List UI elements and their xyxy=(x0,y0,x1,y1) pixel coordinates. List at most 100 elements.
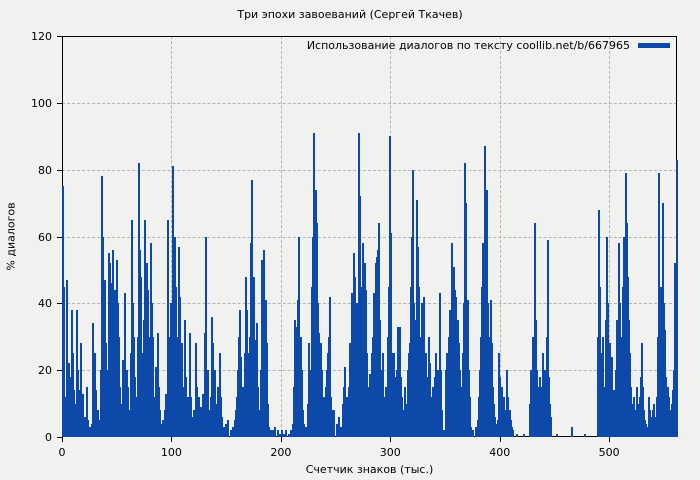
data-bar xyxy=(154,410,157,437)
data-bar xyxy=(226,430,229,437)
x-tick-mark xyxy=(609,437,611,442)
data-bar xyxy=(87,420,90,437)
data-bar xyxy=(196,410,199,437)
data-bar xyxy=(657,336,660,437)
data-bar xyxy=(132,303,135,437)
data-bar xyxy=(531,336,534,437)
data-bar xyxy=(676,159,678,437)
data-bar xyxy=(413,303,416,437)
data-bar xyxy=(656,396,659,437)
data-bar xyxy=(160,423,163,437)
y-tick-mark xyxy=(57,370,62,372)
data-bar xyxy=(482,243,485,437)
data-bar xyxy=(261,259,264,437)
data-bar xyxy=(650,423,653,437)
data-bar xyxy=(658,173,661,437)
y-tick-mark xyxy=(57,36,62,37)
data-bar xyxy=(555,433,558,437)
data-bar xyxy=(324,386,327,437)
data-bar xyxy=(442,430,445,437)
data-bar xyxy=(172,253,175,437)
data-bar xyxy=(342,403,345,437)
data-bar xyxy=(78,390,81,437)
data-bar xyxy=(194,343,197,437)
data-bar xyxy=(68,376,71,437)
data-bar xyxy=(419,353,422,437)
data-bar xyxy=(647,396,650,437)
y-tick-label: 120 xyxy=(31,30,52,43)
data-bar xyxy=(373,336,376,437)
data-bar xyxy=(457,320,460,437)
data-bar xyxy=(225,423,228,437)
h-gridline xyxy=(62,236,677,238)
y-tick-label: 60 xyxy=(38,230,52,244)
data-bar xyxy=(116,303,119,437)
data-bar xyxy=(600,353,603,437)
data-bar xyxy=(643,410,646,437)
data-bar xyxy=(245,310,248,437)
data-bar xyxy=(321,370,324,437)
data-bar xyxy=(545,336,548,437)
x-tick-mark xyxy=(499,437,501,442)
v-gridline xyxy=(280,36,282,437)
data-bar xyxy=(133,336,136,437)
y-tick-label: 100 xyxy=(31,96,52,110)
data-bar xyxy=(224,430,227,437)
data-bar xyxy=(550,416,553,437)
data-bar xyxy=(171,166,174,437)
data-bar xyxy=(368,373,371,437)
data-bar xyxy=(438,293,441,437)
data-bar xyxy=(458,343,461,437)
data-bar xyxy=(670,403,673,437)
data-bar xyxy=(270,430,272,437)
data-bar xyxy=(637,410,640,437)
data-bar xyxy=(229,430,232,437)
data-bar xyxy=(648,410,651,437)
data-bar xyxy=(394,396,397,437)
data-bar xyxy=(610,370,613,437)
data-bar xyxy=(440,410,443,437)
data-bar xyxy=(640,343,643,437)
data-bar xyxy=(199,406,202,437)
data-bar xyxy=(307,403,310,437)
data-bar xyxy=(83,416,86,437)
data-bar xyxy=(159,410,162,437)
data-bar xyxy=(547,376,550,437)
data-bar xyxy=(470,426,473,437)
data-bar xyxy=(506,370,509,437)
data-bar xyxy=(310,286,313,437)
data-bar xyxy=(540,403,543,437)
data-bar xyxy=(329,296,332,437)
data-bar xyxy=(115,259,118,437)
data-bar xyxy=(346,410,349,437)
h-gridline xyxy=(62,169,677,171)
y-tick-label: 20 xyxy=(38,364,52,378)
data-bar xyxy=(80,410,83,437)
data-bar xyxy=(669,410,672,437)
data-bar xyxy=(150,303,153,437)
data-bar xyxy=(433,403,436,437)
data-bar xyxy=(197,396,200,437)
data-bar xyxy=(212,343,214,437)
data-bar xyxy=(448,336,451,437)
data-bar xyxy=(461,353,464,437)
data-bar xyxy=(320,343,323,437)
data-bar xyxy=(485,189,488,437)
data-bar xyxy=(215,403,218,437)
data-bar xyxy=(355,336,358,437)
data-bar xyxy=(305,426,308,437)
data-bar xyxy=(259,410,262,437)
data-bar xyxy=(85,426,88,437)
data-bar xyxy=(149,243,152,437)
data-bar xyxy=(163,410,166,437)
data-bar xyxy=(250,243,253,437)
data-bar xyxy=(299,336,302,437)
data-bar xyxy=(393,376,396,437)
data-bar xyxy=(487,336,490,437)
data-bar xyxy=(402,410,405,437)
data-bar xyxy=(109,263,112,437)
data-bar xyxy=(459,370,462,437)
data-bar xyxy=(532,353,535,437)
data-bar xyxy=(497,353,500,437)
data-bar xyxy=(112,249,115,437)
